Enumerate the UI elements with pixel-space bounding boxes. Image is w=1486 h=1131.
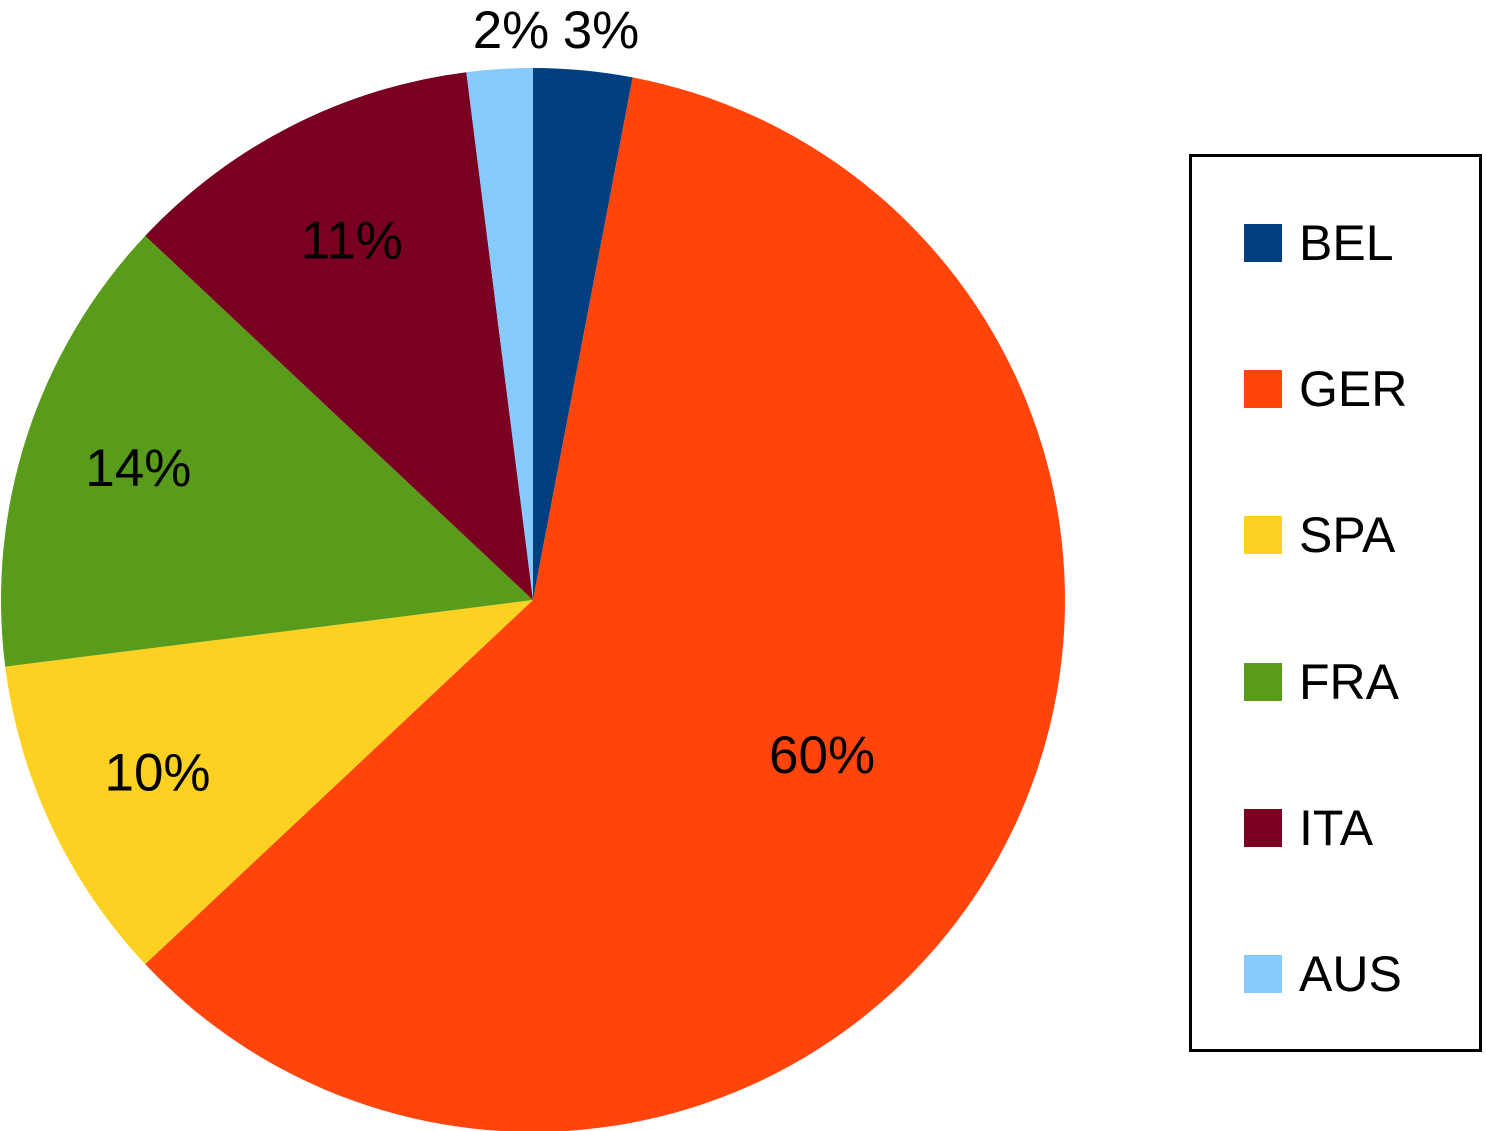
legend-label-5: AUS — [1299, 946, 1402, 1002]
legend-swatch-3 — [1244, 663, 1282, 701]
pie-slice-spa — [5, 600, 533, 965]
data-label-aus: 2% — [473, 1, 550, 60]
pie-data-labels: 3% 60% 10% 14% 11% 2% — [85, 1, 875, 803]
data-label-ita: 11% — [301, 211, 403, 270]
legend-item-2: SPA — [1244, 505, 1395, 565]
data-label-ger: 60% — [769, 726, 875, 785]
legend-item-3: FRA — [1244, 652, 1399, 712]
legend-swatch-0 — [1244, 224, 1282, 262]
legend-swatch-2 — [1244, 516, 1282, 554]
pie-slice-ita — [145, 72, 533, 601]
pie-slice-aus — [466, 68, 533, 600]
legend-item-1: GER — [1244, 359, 1407, 419]
data-label-fra: 14% — [85, 439, 191, 498]
chart-legend: BEL GER SPA FRA ITA AUS — [1189, 154, 1482, 1052]
legend-label-4: ITA — [1299, 800, 1374, 856]
pie-slice-bel — [533, 68, 633, 600]
legend-label-2: SPA — [1299, 507, 1396, 563]
legend-label-3: FRA — [1299, 654, 1399, 710]
legend-label-0: BEL — [1299, 215, 1394, 271]
legend-label-1: GER — [1299, 361, 1408, 417]
data-label-bel: 3% — [563, 1, 640, 60]
legend-swatch-5 — [1244, 955, 1282, 993]
legend-swatch-4 — [1244, 809, 1282, 847]
pie-slices — [1, 68, 1065, 1131]
pie-slice-ger — [145, 77, 1065, 1131]
legend-swatch-1 — [1244, 370, 1282, 408]
data-label-spa: 10% — [104, 744, 210, 803]
legend-item-5: AUS — [1244, 944, 1402, 1004]
legend-item-4: ITA — [1244, 798, 1373, 858]
pie-slice-fra — [1, 235, 534, 667]
legend-item-0: BEL — [1244, 213, 1394, 273]
